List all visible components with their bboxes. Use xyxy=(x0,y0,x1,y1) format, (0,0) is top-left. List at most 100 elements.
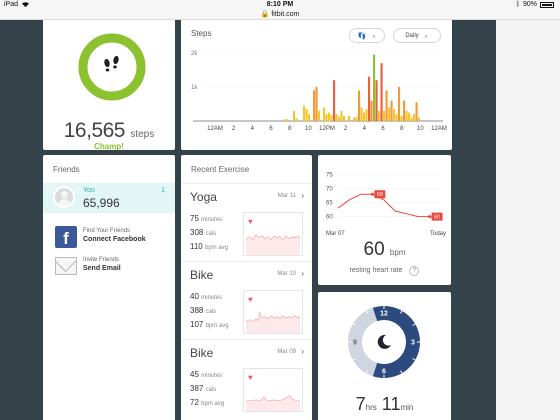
heart-rate-tile[interactable]: 75 70 65 60 Mar 07 Today 68 60 60 bpm resting h… xyxy=(318,155,451,285)
bpm-value: 107 xyxy=(190,320,204,329)
calories-value: 388 xyxy=(190,306,204,315)
exercise-name: Bike xyxy=(190,346,214,360)
steps-bar xyxy=(348,115,351,121)
x-tick-label: 10 xyxy=(305,126,312,132)
chevron-down-icon: ⌄ xyxy=(371,33,377,39)
exercise-heart-graph: ♥ xyxy=(243,212,303,256)
help-icon[interactable]: ? xyxy=(409,266,420,276)
minutes-unit: minutes xyxy=(201,295,223,301)
steps-bar xyxy=(333,80,336,121)
clock-tick xyxy=(412,358,416,361)
connect-facebook-link[interactable]: f Find Your Friends Connect Facebook xyxy=(53,226,171,252)
steps-bar xyxy=(410,117,413,121)
heart-icon: ♥ xyxy=(248,295,253,304)
send-email-link[interactable]: Invite Friends Send Email xyxy=(53,255,171,281)
steps-count: 16,565 steps xyxy=(43,119,175,143)
clock-tick xyxy=(365,370,368,374)
battery-percent: 90% xyxy=(522,1,537,8)
steps-bar xyxy=(340,110,343,121)
steps-goal-ring xyxy=(78,33,146,101)
you-label: You xyxy=(83,187,95,194)
heart-rate-flag-label: 68 xyxy=(377,192,383,198)
heart-rate-point xyxy=(370,192,374,196)
metric-selector[interactable]: 👣 ⌄ xyxy=(349,28,385,43)
device-label: iPad xyxy=(4,1,19,8)
exercise-entry[interactable]: Bike Mar 09 › 45 minutes 387 cals 72 bpm… xyxy=(181,339,312,417)
sleep-duration: 7hrs 11min xyxy=(318,394,451,415)
exercise-entry[interactable]: Yoga Mar 11 › 75 minutes 308 cals 110 bp… xyxy=(181,183,312,261)
steps-bar xyxy=(413,114,416,121)
chevron-right-icon[interactable]: › xyxy=(301,347,304,356)
clock-tick xyxy=(352,323,356,326)
x-tick-label: 4 xyxy=(251,126,255,132)
steps-bar xyxy=(373,54,376,122)
steps-bar xyxy=(283,119,286,121)
clock-tick xyxy=(365,310,368,314)
steps-bar xyxy=(398,87,401,121)
exercise-minutes: 75 minutes xyxy=(190,214,222,223)
x-tick-label: 12AM xyxy=(431,126,447,132)
clock-face xyxy=(363,321,405,363)
battery-icon xyxy=(540,1,554,8)
x-tick-label: 12PM xyxy=(319,126,335,132)
envelope-icon xyxy=(55,257,77,275)
x-tick-label: 12AM xyxy=(207,126,223,132)
exercise-calories: 308 cals xyxy=(190,228,216,237)
minutes-unit: minutes xyxy=(201,373,223,379)
steps-bar xyxy=(393,109,396,121)
goal-badge: Champ! xyxy=(94,142,124,150)
x-tick-label: 10 xyxy=(417,126,424,132)
y-tick-label: 75 xyxy=(326,173,333,179)
y-tick-label: 2k xyxy=(191,51,198,57)
steps-bar xyxy=(418,117,421,121)
exercise-entry[interactable]: Bike Mar 10 › 40 minutes 388 cals 107 bp… xyxy=(181,261,312,339)
steps-chart-tile[interactable]: Steps 👣 ⌄ Daily ⌄ 2k 1k 12AM 2 4 6 8 10 12PM 2 4 6 8… xyxy=(181,20,452,150)
period-label: Daily xyxy=(405,32,419,39)
period-selector[interactable]: Daily ⌄ xyxy=(393,28,441,43)
send-email-text: Send Email xyxy=(83,265,121,272)
x-end-label: Today xyxy=(430,231,446,237)
steps-bar xyxy=(313,90,316,121)
bpm-unit: bpm avg xyxy=(205,245,229,251)
sleep-minutes-unit: min xyxy=(400,403,414,412)
clock-hour-label: 3 xyxy=(411,340,415,347)
y-tick-label: 65 xyxy=(326,201,333,207)
x-tick-label: 6 xyxy=(269,126,273,132)
clock-tick xyxy=(400,370,403,374)
sleep-tile[interactable]: 12 3 6 9 7hrs 11min xyxy=(318,292,451,420)
chevron-right-icon[interactable]: › xyxy=(301,269,304,278)
bpm-value: 110 xyxy=(190,242,203,251)
steps-bar xyxy=(328,112,331,121)
minutes-value: 45 xyxy=(190,370,199,379)
minutes-value: 40 xyxy=(190,292,199,301)
footprints-icon: 👣 xyxy=(357,32,367,40)
address-bar[interactable]: 🔒 fitbit.com xyxy=(0,11,560,20)
steps-bar xyxy=(368,76,371,121)
x-tick-label: 2 xyxy=(344,126,348,132)
steps-bar xyxy=(370,100,373,121)
invite-friends-text: Invite Friends xyxy=(83,257,120,263)
minutes-value: 75 xyxy=(190,214,199,223)
heart-rate-label: resting heart rate ? xyxy=(318,266,451,276)
url-text: fitbit.com xyxy=(271,11,300,18)
recent-exercise-tile[interactable]: Recent Exercise Yoga Mar 11 › 75 minutes… xyxy=(181,155,312,420)
sleep-clock: 12 3 6 9 xyxy=(348,306,420,378)
bpm-unit: bpm xyxy=(389,248,406,257)
heart-rate-flag xyxy=(374,190,386,199)
steps-tile[interactable]: 16,565 steps Champ! xyxy=(43,20,175,150)
moon-icon xyxy=(377,334,391,349)
clock-hour-label: 9 xyxy=(353,340,357,347)
exercise-minutes: 40 minutes xyxy=(190,292,222,301)
steps-bar xyxy=(415,102,418,121)
exercise-heart-graph: ♥ xyxy=(243,368,303,412)
x-tick-label: 8 xyxy=(288,126,292,132)
steps-bar xyxy=(403,100,406,121)
steps-bar xyxy=(295,118,298,121)
steps-unit: steps xyxy=(130,129,155,140)
chevron-down-icon: ⌄ xyxy=(423,33,429,39)
chevron-right-icon[interactable]: › xyxy=(301,191,304,200)
calories-unit: cals xyxy=(205,231,217,237)
friends-tile[interactable]: Friends You 65,996 1 f Find Your Friends… xyxy=(43,155,175,420)
leaderboard-row-you[interactable]: You 65,996 1 xyxy=(43,183,175,213)
calories-value: 387 xyxy=(190,384,204,393)
